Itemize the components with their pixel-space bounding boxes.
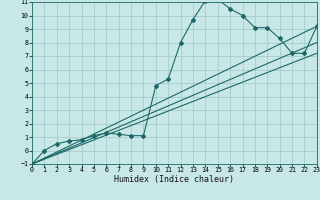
X-axis label: Humidex (Indice chaleur): Humidex (Indice chaleur) [115, 175, 234, 184]
